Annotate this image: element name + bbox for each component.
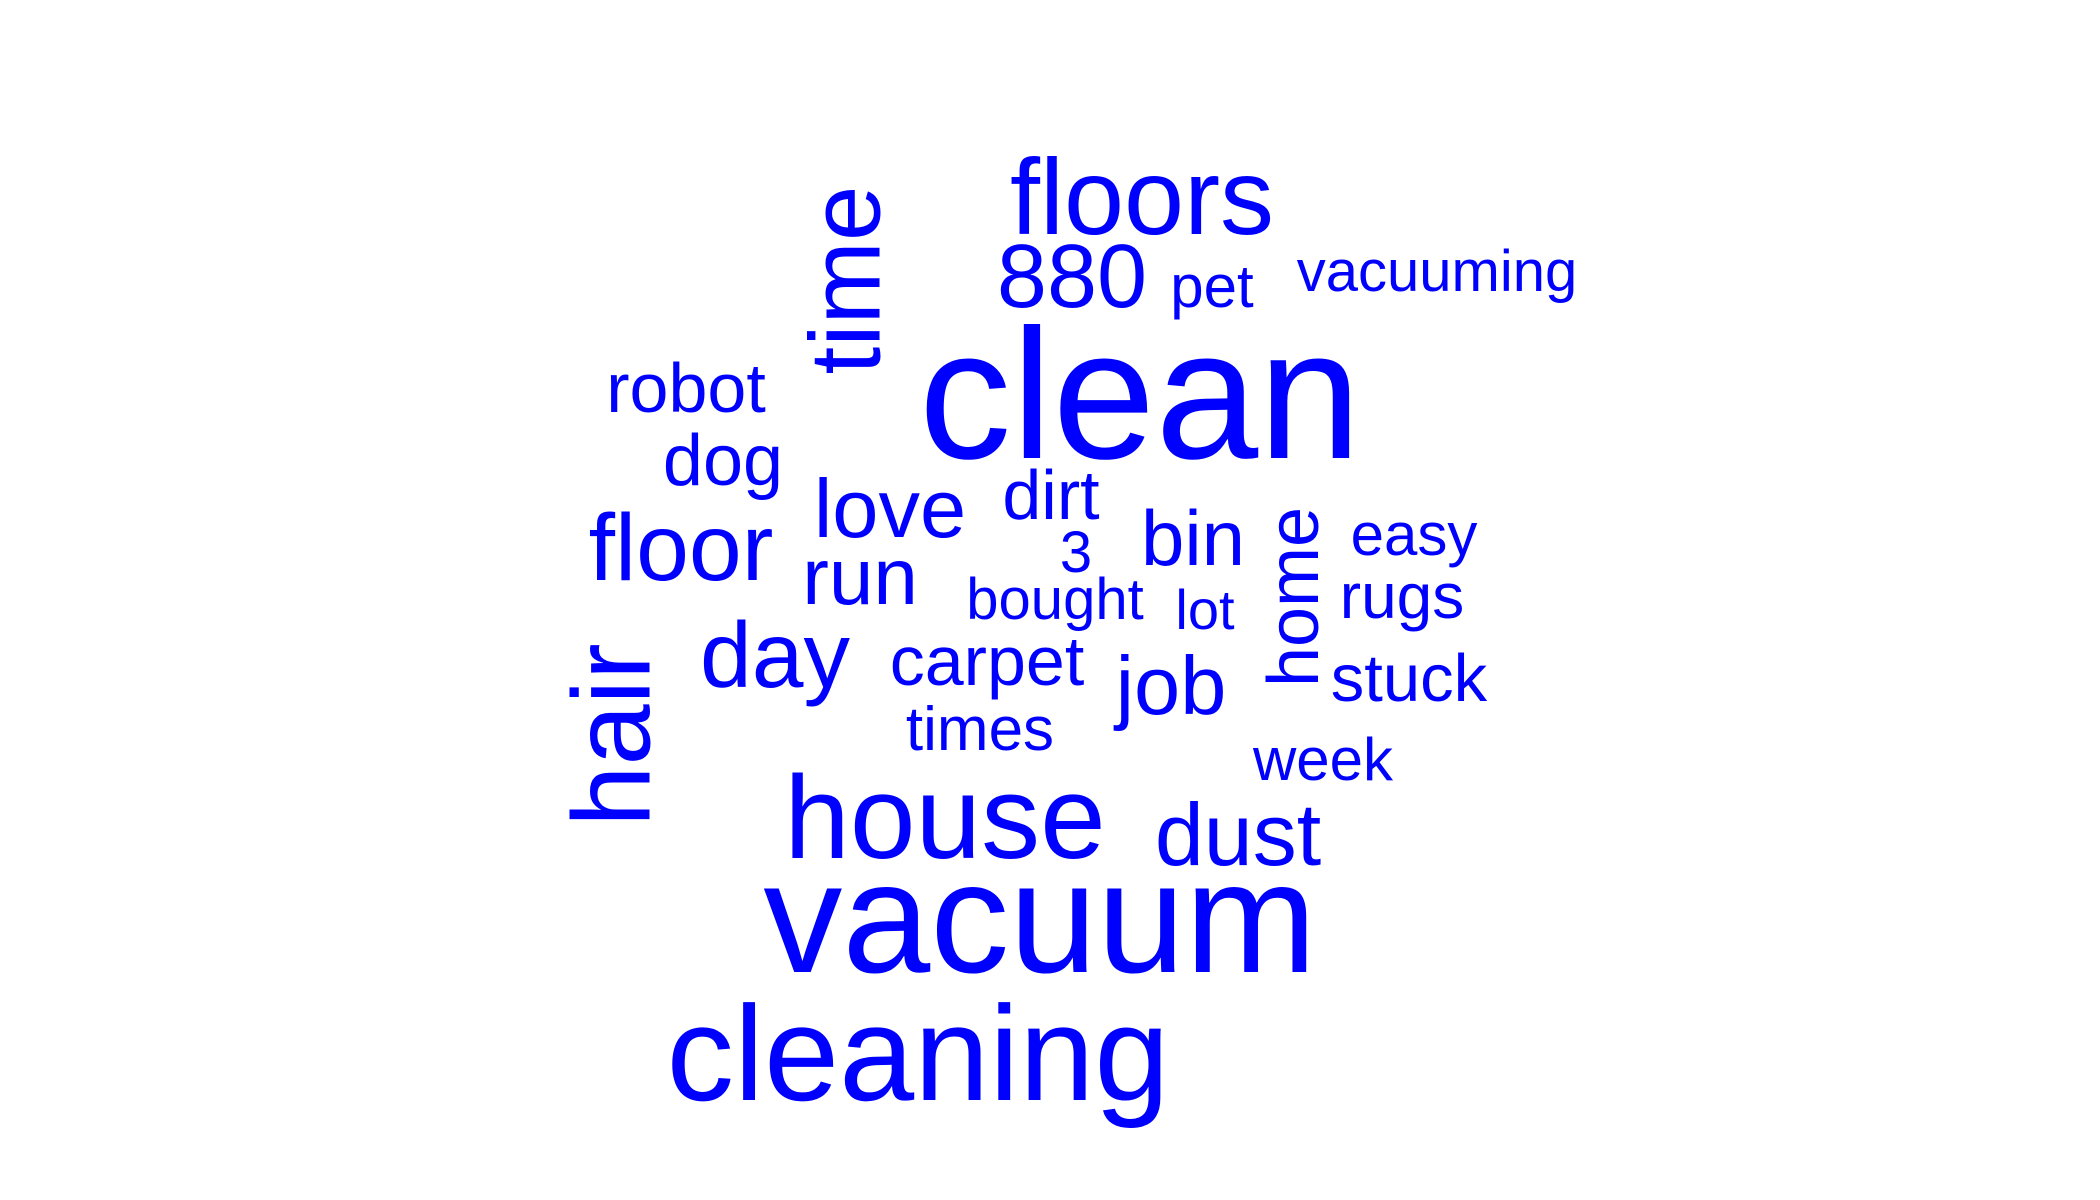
word-floor: floor [588,494,774,601]
word-dust: dust [1154,785,1322,884]
word-rugs: rugs [1339,560,1465,632]
word-carpet: carpet [889,622,1085,700]
word-time: time [788,185,901,375]
word-vacuum: vacuum [763,830,1317,1006]
word-day: day [700,602,850,707]
word-house: house [784,752,1106,884]
word-bought: bought [966,567,1144,632]
word-pet: pet [1170,253,1254,320]
word-bin: bin [1140,494,1246,582]
word-dog: dog [662,421,784,501]
word-job: job [1115,638,1227,732]
word-love: love [813,461,967,555]
word-clean: clean [918,291,1362,498]
word-robot: robot [606,349,766,427]
word-880: 880 [996,227,1148,327]
word-floors: floors [1009,136,1275,257]
word-hair: hair [551,643,674,827]
word-stuck: stuck [1330,640,1488,716]
word-cleaning: cleaning [666,977,1170,1129]
word-lot: lot [1175,578,1235,641]
word-easy: easy [1350,501,1478,568]
word-vacuuming: vacuuming [1296,239,1578,304]
word-week: week [1252,726,1394,793]
word-home: home [1253,506,1334,688]
word-dirt: dirt [1002,456,1100,534]
word-3: 3 [1059,520,1093,585]
word-times: times [905,695,1055,764]
word-run: run [802,532,918,621]
